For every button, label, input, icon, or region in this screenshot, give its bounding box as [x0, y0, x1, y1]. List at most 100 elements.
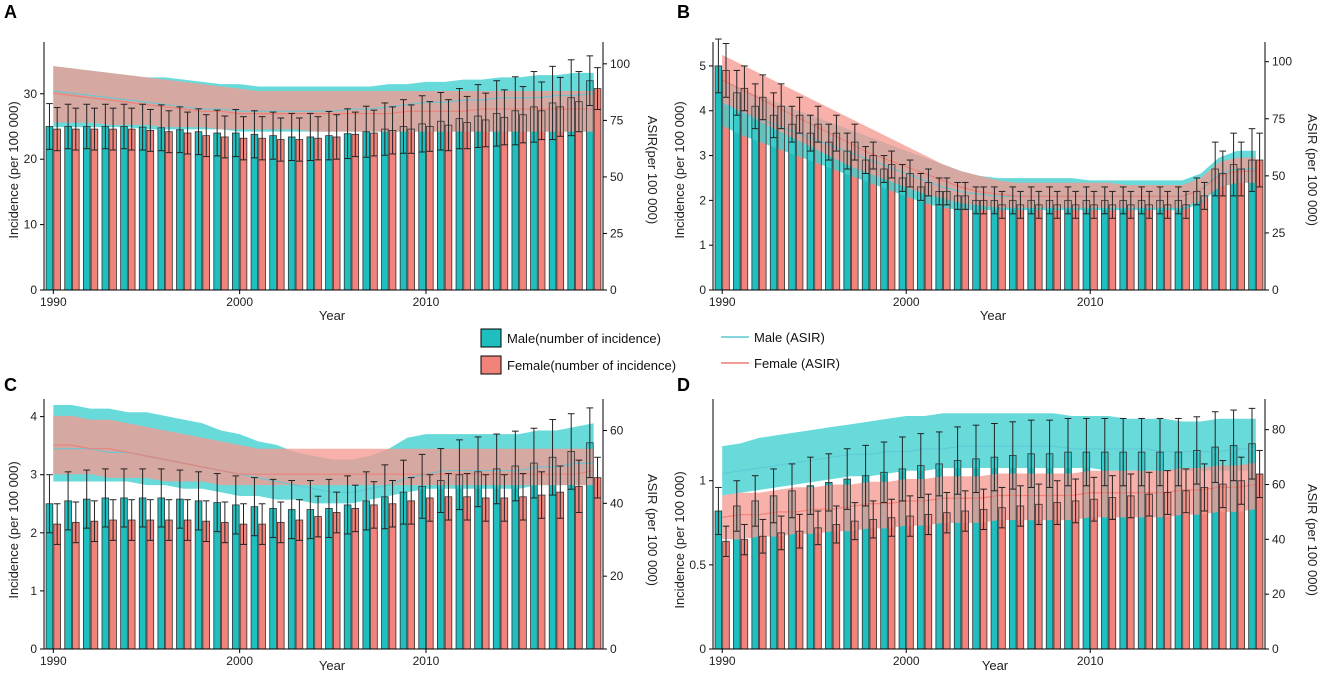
bar-male-2001 [251, 134, 258, 290]
legend-male-bar-swatch [480, 328, 502, 348]
bar-male-2009 [400, 492, 407, 649]
bar-female-2013 [482, 119, 490, 290]
bar-female-2005 [333, 136, 341, 290]
panel-a-y2label: ASIR(per 100 000) [645, 116, 660, 224]
bar-male-2002 [935, 191, 943, 290]
bar-male-1999 [880, 169, 888, 290]
bar-male-1998 [862, 160, 869, 290]
bar-male-2016 [1193, 450, 1201, 649]
bar-male-1992 [83, 499, 91, 649]
y2tick-label-0: 0 [610, 283, 617, 297]
bar-male-2003 [954, 195, 961, 290]
bar-male-2003 [288, 509, 296, 649]
bar-female-1992 [759, 536, 767, 649]
bar-male-1998 [195, 131, 202, 290]
bar-female-1998 [869, 155, 877, 290]
bar-female-1995 [146, 130, 154, 290]
bar-male-2013 [474, 116, 482, 290]
xtick-label-2010: 2010 [1077, 654, 1104, 668]
bar-male-2003 [954, 460, 961, 649]
ytick-label-3: 3 [699, 149, 706, 163]
bar-male-1990 [46, 126, 53, 291]
bar-male-2014 [493, 468, 501, 649]
bar-male-1991 [64, 126, 72, 291]
bar-female-1995 [814, 527, 822, 649]
bar-male-2014 [1156, 200, 1164, 290]
legend-male-bar-label: Male(number of incidence) [507, 331, 661, 346]
bar-female-2011 [1109, 497, 1116, 649]
bar-male-1999 [880, 472, 888, 649]
panel-b-ylabel: Incidence (per 100 000) [672, 101, 687, 238]
bar-male-2000 [899, 177, 906, 290]
bar-male-2008 [1046, 200, 1053, 290]
bar-female-2008 [389, 503, 396, 649]
bar-male-1996 [825, 142, 833, 290]
bar-female-2011 [445, 496, 452, 649]
bar-male-2016 [1193, 191, 1201, 290]
bar-male-2019 [1248, 160, 1256, 290]
bar-female-1993 [777, 532, 785, 649]
bar-male-2002 [269, 135, 277, 290]
bar-female-2019 [1256, 160, 1263, 290]
y2tick-label-50: 50 [1272, 169, 1286, 183]
bar-female-2010 [1090, 204, 1098, 290]
bar-male-1999 [213, 133, 221, 290]
xtick-label-2000: 2000 [893, 654, 920, 668]
bar-female-2012 [1127, 495, 1135, 649]
bar-male-2012 [1119, 452, 1127, 649]
bar-female-2009 [1072, 204, 1079, 290]
xtick-label-2010: 2010 [413, 295, 440, 309]
ytick-label-2: 2 [699, 193, 706, 207]
line-female-asir [53, 444, 594, 475]
ytick-label-1: 1 [699, 238, 706, 252]
bar-male-2010 [1083, 452, 1090, 649]
bar-female-2017 [556, 492, 564, 649]
bar-male-1991 [64, 500, 72, 649]
bar-male-2006 [1009, 200, 1017, 290]
bar-male-2006 [1009, 455, 1017, 649]
y2tick-label-100: 100 [1272, 55, 1292, 69]
bar-male-1995 [139, 497, 146, 649]
legend-female-bar-swatch [480, 355, 502, 375]
panel-a: A 0 10 20 30 0 25 50 75 100 1990 2000 2010 Year Inc… [4, 2, 660, 323]
bar-female-1995 [814, 124, 822, 291]
bar-male-1994 [120, 497, 128, 649]
bar-male-2011 [437, 480, 445, 649]
y2tick-label-25: 25 [1272, 226, 1286, 240]
bar-male-2012 [456, 118, 463, 290]
bar-female-1998 [869, 519, 877, 649]
bar-female-1992 [759, 97, 767, 290]
bar-female-2002 [943, 512, 951, 649]
bar-female-1991 [741, 539, 748, 649]
bar-female-2009 [1072, 500, 1079, 649]
bar-female-2006 [1017, 204, 1024, 290]
bar-male-2018 [567, 451, 575, 649]
bar-male-2004 [306, 509, 314, 649]
bar-female-1998 [202, 521, 210, 649]
bar-female-2007 [1035, 504, 1043, 649]
band-female-asir [722, 462, 1256, 540]
bar-male-2009 [1064, 452, 1072, 649]
y2tick-label-100: 100 [610, 57, 630, 71]
bar-female-2013 [1145, 204, 1153, 290]
y2tick-label-75: 75 [610, 113, 624, 127]
panel-b-y2label: ASIR (per 100 000) [1305, 114, 1320, 226]
panel-c-ylabel: Incidence (per 100 000) [6, 461, 21, 598]
bar-female-2008 [1053, 502, 1061, 649]
ytick-label-5: 5 [699, 59, 706, 73]
bar-male-1995 [139, 127, 146, 291]
ytick-label-4: 4 [699, 104, 706, 118]
bar-female-1999 [888, 164, 895, 290]
legend-female-bar-label: Female(number of incidence) [507, 358, 676, 373]
bar-female-2016 [538, 495, 545, 649]
bar-female-2015 [1182, 204, 1190, 290]
bar-female-2003 [296, 139, 303, 290]
bar-male-1990 [715, 65, 722, 290]
bar-female-1990 [722, 70, 730, 290]
xtick-label-2010: 2010 [1077, 295, 1104, 309]
bar-male-2007 [1027, 200, 1035, 290]
bar-female-2017 [1219, 484, 1227, 649]
bar-male-1996 [825, 482, 833, 649]
bar-female-1999 [221, 136, 229, 290]
